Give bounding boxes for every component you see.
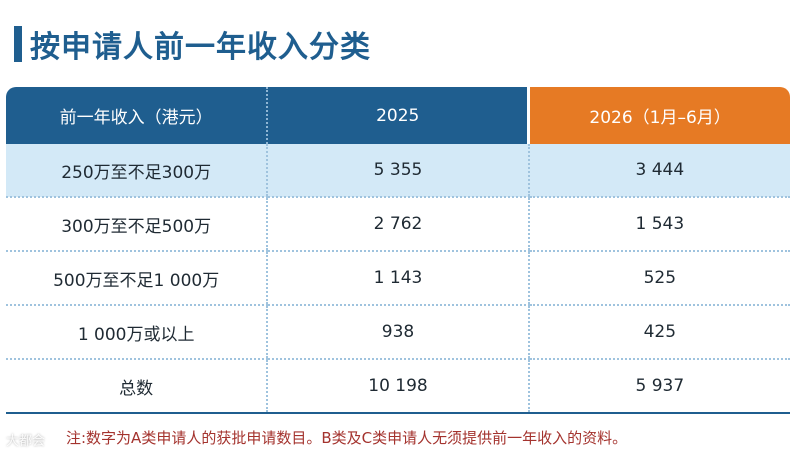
value-2026: 425: [527, 305, 790, 360]
watermark: 大都会: [6, 434, 46, 449]
table-row: 1 000万或以上 938 425: [6, 305, 790, 360]
value-2025: 2 762: [266, 197, 529, 252]
data-table: 前一年收入（港元） 2025 2026（1月–6月） 250万至不足300万 5…: [6, 87, 790, 414]
value-2026: 525: [527, 251, 790, 306]
row-label: 300万至不足500万: [6, 197, 268, 252]
value-2025: 1 143: [266, 251, 529, 306]
row-label: 1 000万或以上: [6, 305, 268, 360]
income-table: 前一年收入（港元） 2025 2026（1月–6月） 250万至不足300万 5…: [6, 87, 790, 414]
page-title: 按申请人前一年收入分类: [30, 30, 371, 65]
value-2026: 3 444: [527, 144, 790, 198]
table-row: 300万至不足500万 2 762 1 543: [6, 197, 790, 252]
table-row-total: 总数 10 198 5 937: [6, 359, 790, 414]
value-2025: 938: [266, 305, 529, 360]
total-2026: 5 937: [527, 359, 790, 414]
title-accent-bar: [14, 26, 22, 62]
row-label: 500万至不足1 000万: [6, 251, 268, 306]
header-2025: 2025: [266, 87, 529, 144]
table-header-row: 前一年收入（港元） 2025 2026（1月–6月）: [6, 87, 790, 144]
row-label: 250万至不足300万: [6, 144, 268, 198]
value-2026: 1 543: [527, 197, 790, 252]
row-label-total: 总数: [6, 359, 268, 414]
value-2025: 5 355: [266, 144, 529, 198]
header-2026: 2026（1月–6月）: [527, 87, 790, 144]
footnote: 注:数字为A类申请人的获批申请数目。B类及C类申请人无须提供前一年收入的资料。: [66, 429, 628, 447]
table-row: 500万至不足1 000万 1 143 525: [6, 251, 790, 306]
header-income: 前一年收入（港元）: [6, 87, 268, 144]
table-row: 250万至不足300万 5 355 3 444: [6, 144, 790, 198]
total-2025: 10 198: [266, 359, 529, 414]
